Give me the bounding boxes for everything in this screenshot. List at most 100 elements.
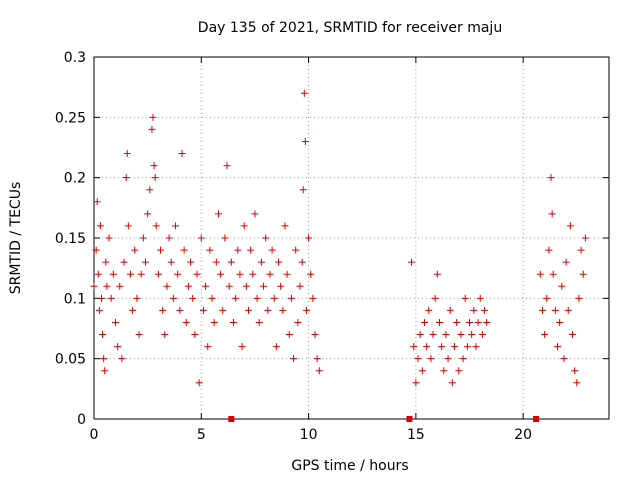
data-point <box>431 294 439 302</box>
data-point <box>575 294 583 302</box>
data-point <box>455 367 463 375</box>
data-point <box>255 318 263 326</box>
data-point <box>94 270 102 278</box>
data-point <box>157 246 165 254</box>
data-point <box>292 246 300 254</box>
data-point <box>124 222 132 230</box>
data-point <box>451 343 458 351</box>
data-point <box>307 270 315 278</box>
data-point <box>214 210 222 218</box>
data-point <box>268 246 276 254</box>
data-point <box>195 379 203 387</box>
x-tick-label: 10 <box>300 427 318 443</box>
y-tick-label: 0.05 <box>55 352 86 368</box>
data-point <box>457 331 465 339</box>
data-point <box>105 234 113 242</box>
data-point <box>408 258 416 266</box>
data-point <box>446 306 454 314</box>
x-tick-label: 15 <box>407 427 425 443</box>
data-point <box>427 355 435 363</box>
data-point <box>556 318 564 326</box>
data-point <box>96 222 104 230</box>
data-point <box>202 282 210 290</box>
data-point <box>478 331 486 339</box>
data-point <box>466 318 474 326</box>
data-point <box>536 270 544 278</box>
data-point <box>114 343 122 351</box>
data-point <box>249 270 257 278</box>
data-point <box>227 258 235 266</box>
data-point <box>109 270 117 278</box>
y-axis-label: SRMTID / TECUs <box>8 182 24 295</box>
data-point <box>266 270 274 278</box>
data-point <box>184 282 192 290</box>
data-point <box>232 294 240 302</box>
data-point <box>93 198 101 206</box>
gap-marker <box>533 416 540 422</box>
data-point <box>474 318 482 326</box>
data-point <box>435 318 443 326</box>
y-tick-label: 0.2 <box>64 171 86 187</box>
data-point <box>277 282 285 290</box>
data-point <box>99 331 107 339</box>
data-point <box>573 379 581 387</box>
data-point <box>118 355 126 363</box>
data-point <box>92 246 100 254</box>
data-point <box>129 306 137 314</box>
data-point <box>442 331 450 339</box>
data-point <box>174 270 182 278</box>
data-point <box>481 306 489 314</box>
x-tick-label: 20 <box>514 427 532 443</box>
data-point <box>414 355 422 363</box>
gap-marker <box>406 416 413 422</box>
data-point <box>300 89 308 97</box>
data-point <box>193 270 201 278</box>
y-tick-label: 0.25 <box>55 110 86 126</box>
y-tick-label: 0.3 <box>64 50 86 66</box>
data-point <box>562 258 570 266</box>
data-point <box>577 246 585 254</box>
data-point <box>299 186 307 194</box>
data-point <box>418 367 426 375</box>
data-point <box>102 258 110 266</box>
data-point <box>548 210 556 218</box>
chart-title: Day 135 of 2021, SRMTID for receiver maj… <box>198 20 502 36</box>
data-point <box>191 331 199 339</box>
data-point <box>150 162 158 170</box>
data-point <box>135 331 143 339</box>
data-points <box>90 89 589 387</box>
data-point <box>429 331 437 339</box>
data-point <box>142 258 149 266</box>
data-point <box>187 258 195 266</box>
data-point <box>545 246 553 254</box>
y-tick-label: 0 <box>77 412 86 428</box>
data-point <box>566 222 574 230</box>
data-point <box>270 294 278 302</box>
data-point <box>438 343 446 351</box>
data-point <box>176 306 184 314</box>
tick-layer: 0 5 10 15 20 0 0.05 0.1 0.15 0.2 0.25 0.3 <box>55 50 609 443</box>
data-point <box>472 343 480 351</box>
data-point <box>423 343 431 351</box>
data-point <box>159 306 167 314</box>
data-point <box>242 282 250 290</box>
data-point <box>103 282 111 290</box>
data-point <box>564 306 572 314</box>
data-point <box>275 258 283 266</box>
y-tick-label: 0.1 <box>64 291 86 307</box>
data-point <box>453 318 461 326</box>
data-point <box>294 318 302 326</box>
data-point <box>468 331 476 339</box>
gap-markers <box>228 416 540 422</box>
data-point <box>251 210 259 218</box>
data-point <box>581 234 589 242</box>
data-point <box>547 174 555 182</box>
data-point <box>165 234 173 242</box>
data-point <box>172 222 180 230</box>
x-tick-label: 0 <box>90 427 99 443</box>
data-point <box>90 282 98 290</box>
x-axis-label: GPS time / hours <box>291 458 408 474</box>
data-point <box>240 222 248 230</box>
data-point <box>272 343 280 351</box>
